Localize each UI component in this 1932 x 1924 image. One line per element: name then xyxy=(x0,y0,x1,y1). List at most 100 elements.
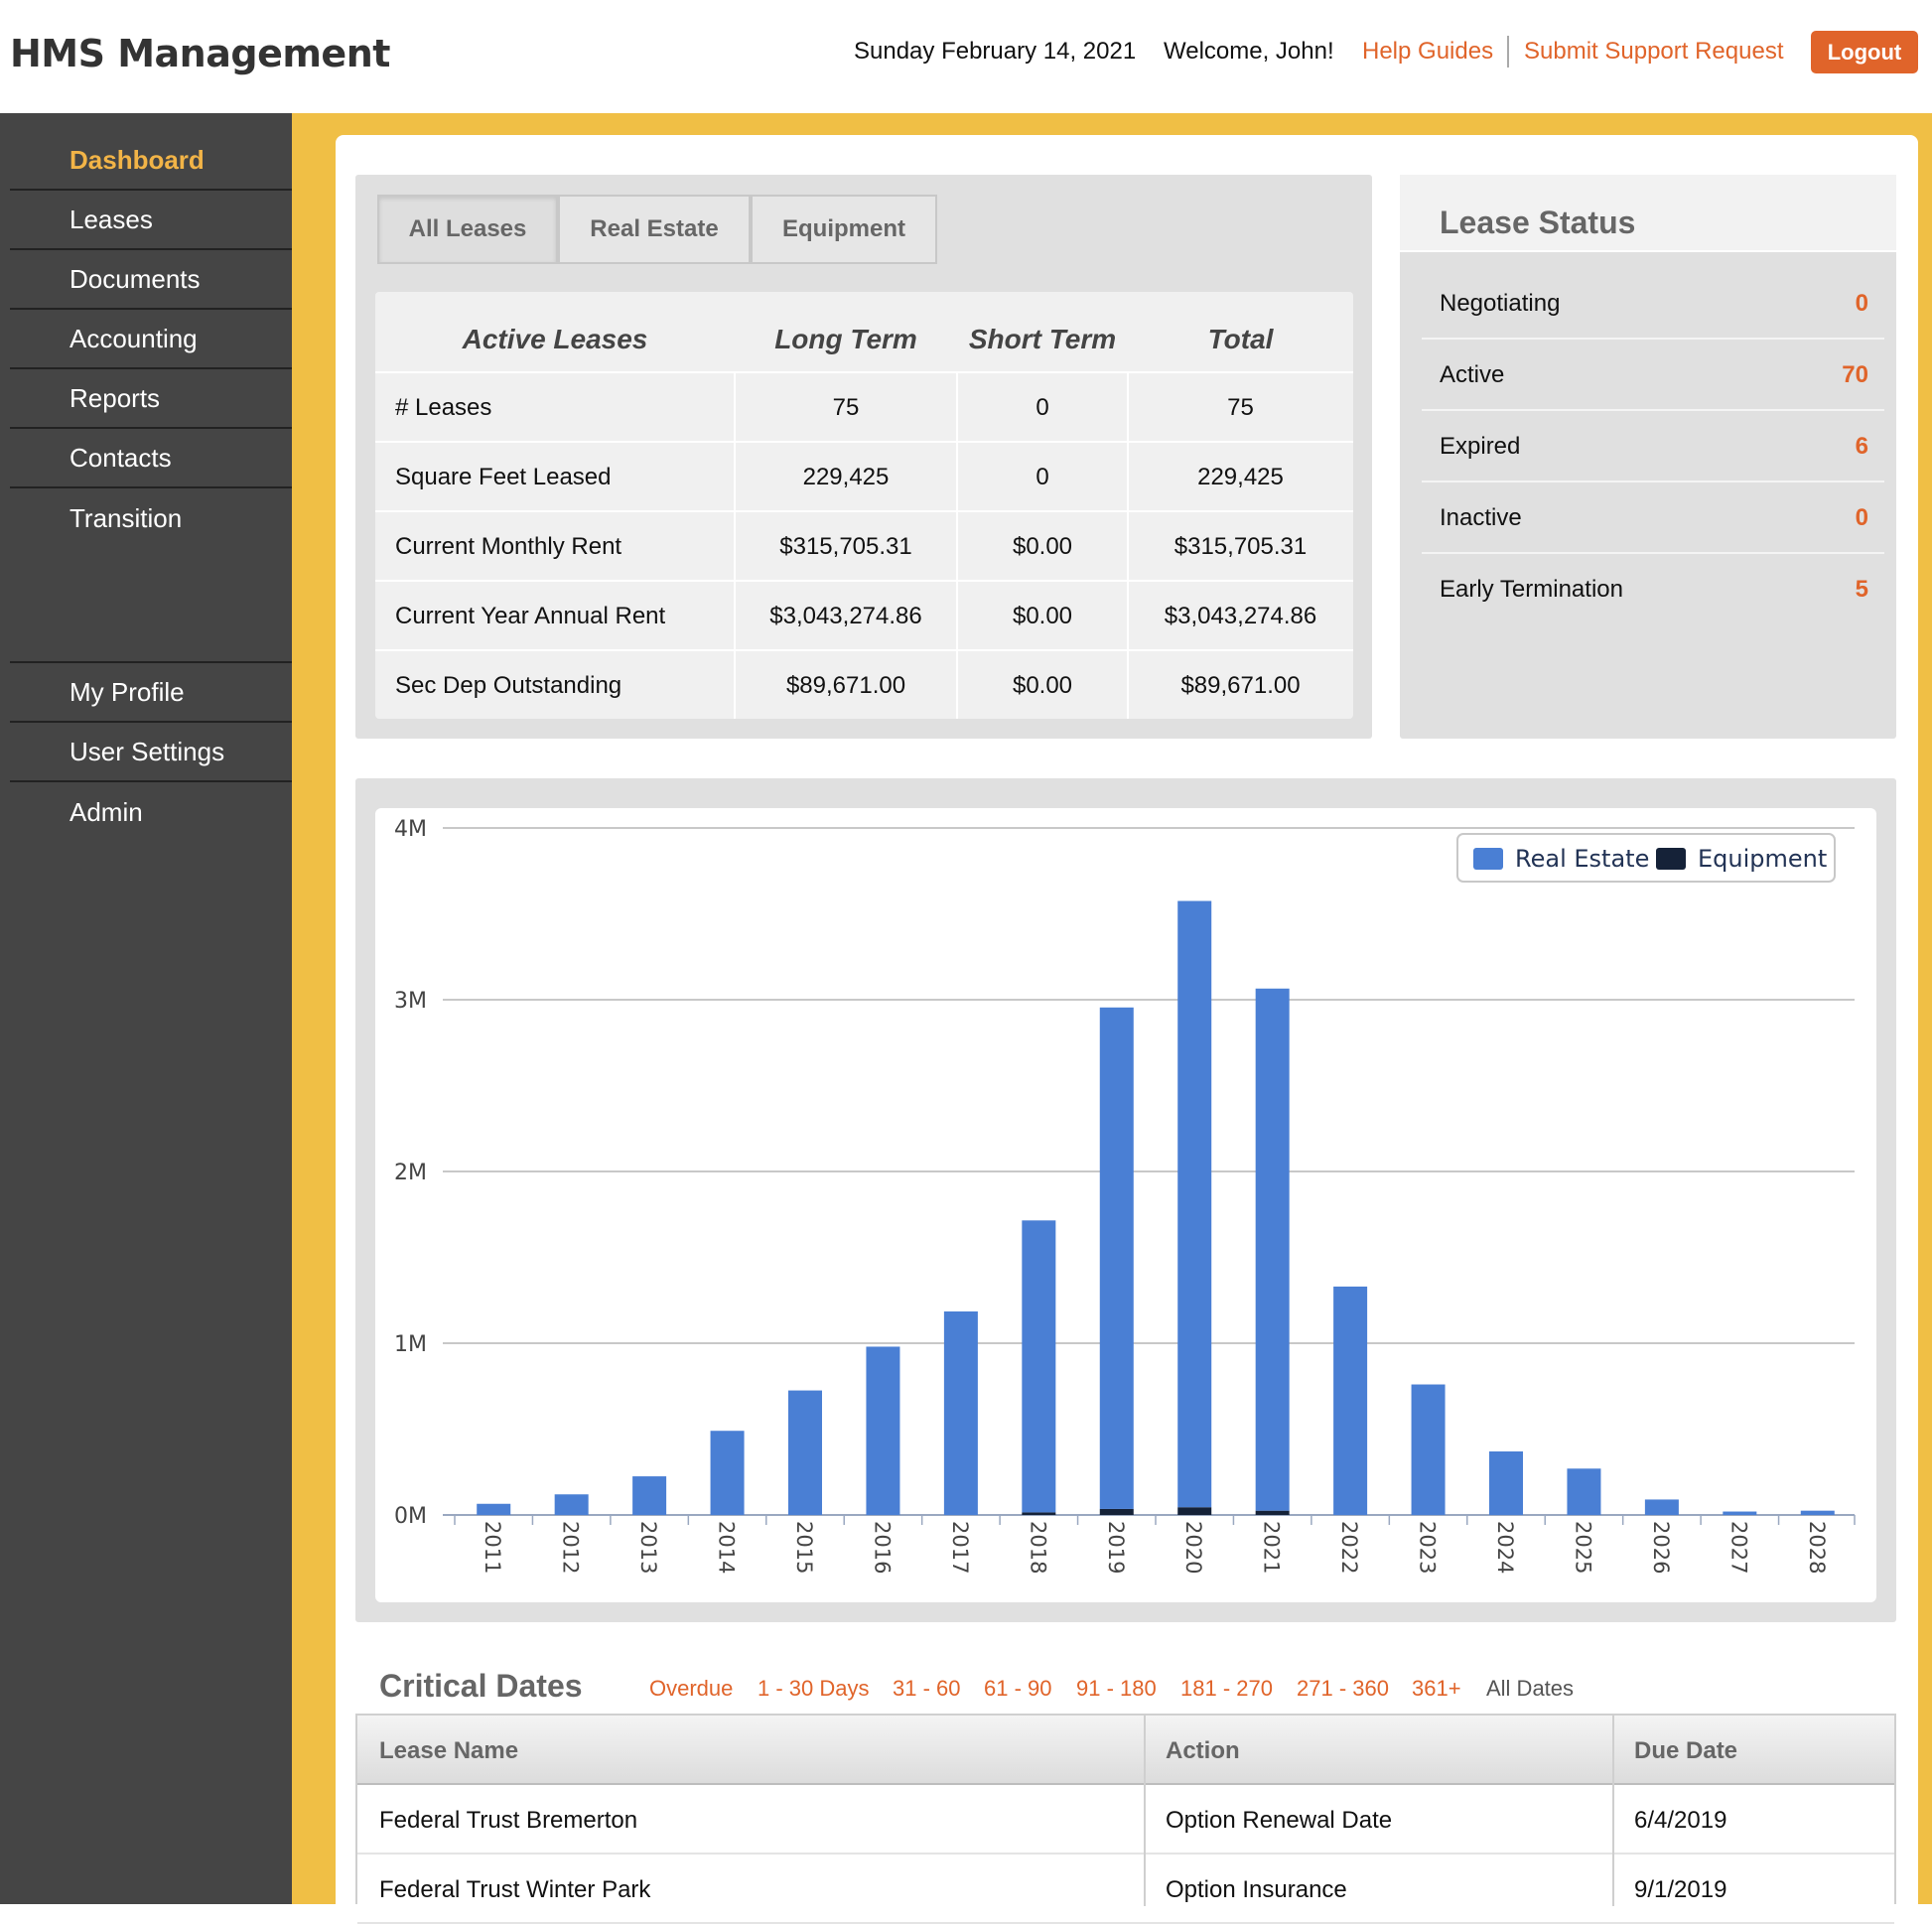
col-header-action[interactable]: Action xyxy=(1166,1737,1240,1764)
help-guides-link[interactable]: Help Guides xyxy=(1362,38,1494,65)
x-tick-label: 2017 xyxy=(948,1521,972,1574)
long-term-value: 75 xyxy=(832,394,860,421)
top-header: HMS Management Sunday February 14, 2021 … xyxy=(0,0,1932,113)
bar-equipment-2020 xyxy=(1177,1507,1212,1515)
sidebar-item-documents[interactable]: Documents xyxy=(10,250,292,310)
sidebar-item-dashboard[interactable]: Dashboard xyxy=(10,131,292,191)
table-row: Square Feet Leased 229,425 0 229,425 xyxy=(375,441,1353,510)
logout-button[interactable]: Logout xyxy=(1811,31,1918,73)
col-divider xyxy=(1144,1716,1146,1906)
y-tick-label: 1M xyxy=(394,1332,427,1357)
action: Option Insurance xyxy=(1166,1876,1347,1903)
filter-overdue[interactable]: Overdue xyxy=(649,1676,734,1701)
header-divider xyxy=(1507,36,1509,68)
total-value: 229,425 xyxy=(1197,464,1284,490)
col-divider xyxy=(956,371,958,719)
lease-status-panel xyxy=(1400,175,1896,739)
col-divider xyxy=(1127,371,1129,719)
bar-real-estate-2016 xyxy=(866,1346,900,1515)
table-row[interactable]: Federal Trust Winter Park Option Insuran… xyxy=(357,1855,1894,1924)
sidebar-divider xyxy=(10,661,292,663)
bar-real-estate-2026 xyxy=(1644,1499,1679,1515)
sidebar: Dashboard Leases Documents Accounting Re… xyxy=(0,113,292,1904)
status-count[interactable]: 70 xyxy=(1842,361,1868,388)
due-date: 9/1/2019 xyxy=(1634,1876,1727,1903)
x-tick-label: 2023 xyxy=(1416,1521,1440,1574)
action: Option Renewal Date xyxy=(1166,1807,1393,1834)
lease-name: Federal Trust Winter Park xyxy=(379,1876,651,1903)
status-count[interactable]: 6 xyxy=(1855,433,1868,460)
long-term-value: $3,043,274.86 xyxy=(769,603,922,629)
status-row-expired[interactable]: Expired 6 xyxy=(1422,411,1884,482)
status-row-negotiating[interactable]: Negotiating 0 xyxy=(1422,268,1884,340)
tab-real-estate[interactable]: Real Estate xyxy=(558,195,751,264)
filter-271-360[interactable]: 271 - 360 xyxy=(1297,1676,1389,1701)
long-term-value: 229,425 xyxy=(802,464,890,490)
x-tick-label: 2011 xyxy=(481,1521,504,1574)
critical-dates-table: Lease Name Action Due Date Federal Trust… xyxy=(355,1714,1896,1924)
sidebar-item-accounting[interactable]: Accounting xyxy=(10,310,292,369)
status-count[interactable]: 0 xyxy=(1855,290,1868,317)
sidebar-item-reports[interactable]: Reports xyxy=(10,369,292,429)
row-label: # Leases xyxy=(395,394,492,421)
x-tick-label: 2014 xyxy=(715,1521,739,1574)
welcome-text: Welcome, John! xyxy=(1164,38,1334,65)
sidebar-item-transition[interactable]: Transition xyxy=(69,502,183,533)
short-term-value: 0 xyxy=(1035,394,1049,421)
bar-real-estate-2013 xyxy=(632,1476,667,1515)
y-tick-label: 0M xyxy=(394,1504,427,1529)
filter-all-dates[interactable]: All Dates xyxy=(1486,1676,1575,1701)
long-term-value: $89,671.00 xyxy=(785,672,906,699)
status-row-early-termination[interactable]: Early Termination 5 xyxy=(1422,554,1884,625)
row-label: Current Monthly Rent xyxy=(395,533,622,560)
filter-91-180[interactable]: 91 - 180 xyxy=(1076,1676,1157,1701)
bar-real-estate-2023 xyxy=(1411,1384,1446,1515)
sidebar-item-admin[interactable]: Admin xyxy=(69,796,143,827)
status-count[interactable]: 0 xyxy=(1855,504,1868,531)
legend-label-real-estate: Real Estate xyxy=(1515,845,1649,873)
status-row-active[interactable]: Active 70 xyxy=(1422,340,1884,411)
filter-31-60[interactable]: 31 - 60 xyxy=(893,1676,961,1701)
col-header-total: Total xyxy=(1207,324,1274,354)
table-row: Current Monthly Rent $315,705.31 $0.00 $… xyxy=(375,510,1353,580)
sidebar-item-my-profile[interactable]: My Profile xyxy=(10,663,292,723)
table-row[interactable]: Federal Trust Bremerton Option Renewal D… xyxy=(357,1785,1894,1855)
row-label: Square Feet Leased xyxy=(395,464,612,490)
status-row-inactive[interactable]: Inactive 0 xyxy=(1422,482,1884,554)
total-value: $315,705.31 xyxy=(1173,533,1308,560)
y-tick-label: 4M xyxy=(394,817,427,842)
tab-equipment[interactable]: Equipment xyxy=(751,195,937,264)
status-count[interactable]: 5 xyxy=(1855,576,1868,603)
total-value: $89,671.00 xyxy=(1180,672,1301,699)
submit-support-link[interactable]: Submit Support Request xyxy=(1524,38,1784,65)
sidebar-item-leases[interactable]: Leases xyxy=(10,191,292,250)
status-label: Expired xyxy=(1440,433,1521,460)
sidebar-item-contacts[interactable]: Contacts xyxy=(10,429,292,488)
filter-61-90[interactable]: 61 - 90 xyxy=(984,1676,1052,1701)
bar-real-estate-2027 xyxy=(1723,1511,1757,1515)
filter-181-270[interactable]: 181 - 270 xyxy=(1180,1676,1273,1701)
long-term-value: $315,705.31 xyxy=(779,533,912,560)
x-tick-label: 2019 xyxy=(1104,1521,1128,1574)
app-logo[interactable]: HMS Management xyxy=(10,32,390,75)
bar-real-estate-2017 xyxy=(943,1310,978,1515)
bar-real-estate-2014 xyxy=(710,1431,745,1515)
bar-equipment-2018 xyxy=(1022,1512,1056,1515)
rent-by-year-chart: 0M 1M 2M 3M 4M 2011 2012 2013 2014 2015 2016 2017 20… xyxy=(394,817,1856,1574)
short-term-value: $0.00 xyxy=(1012,533,1073,560)
col-header-due-date[interactable]: Due Date xyxy=(1634,1737,1738,1764)
x-tick-label: 2027 xyxy=(1726,1521,1750,1574)
tab-all-leases[interactable]: All Leases xyxy=(377,195,558,264)
bar-real-estate-2011 xyxy=(477,1503,511,1515)
sidebar-item-user-settings[interactable]: User Settings xyxy=(10,723,292,782)
bar-equipment-2019 xyxy=(1099,1508,1134,1515)
x-tick-label: 2025 xyxy=(1571,1521,1594,1574)
row-label: Current Year Annual Rent xyxy=(395,603,666,629)
x-tick-label: 2021 xyxy=(1260,1521,1284,1574)
filter-361-plus[interactable]: 361+ xyxy=(1412,1676,1461,1701)
chart-legend xyxy=(1456,833,1836,883)
lease-status-title: Lease Status xyxy=(1440,205,1636,240)
y-tick-label: 3M xyxy=(394,989,427,1014)
col-header-lease-name[interactable]: Lease Name xyxy=(379,1737,519,1764)
filter-1-30-days[interactable]: 1 - 30 Days xyxy=(758,1676,870,1701)
